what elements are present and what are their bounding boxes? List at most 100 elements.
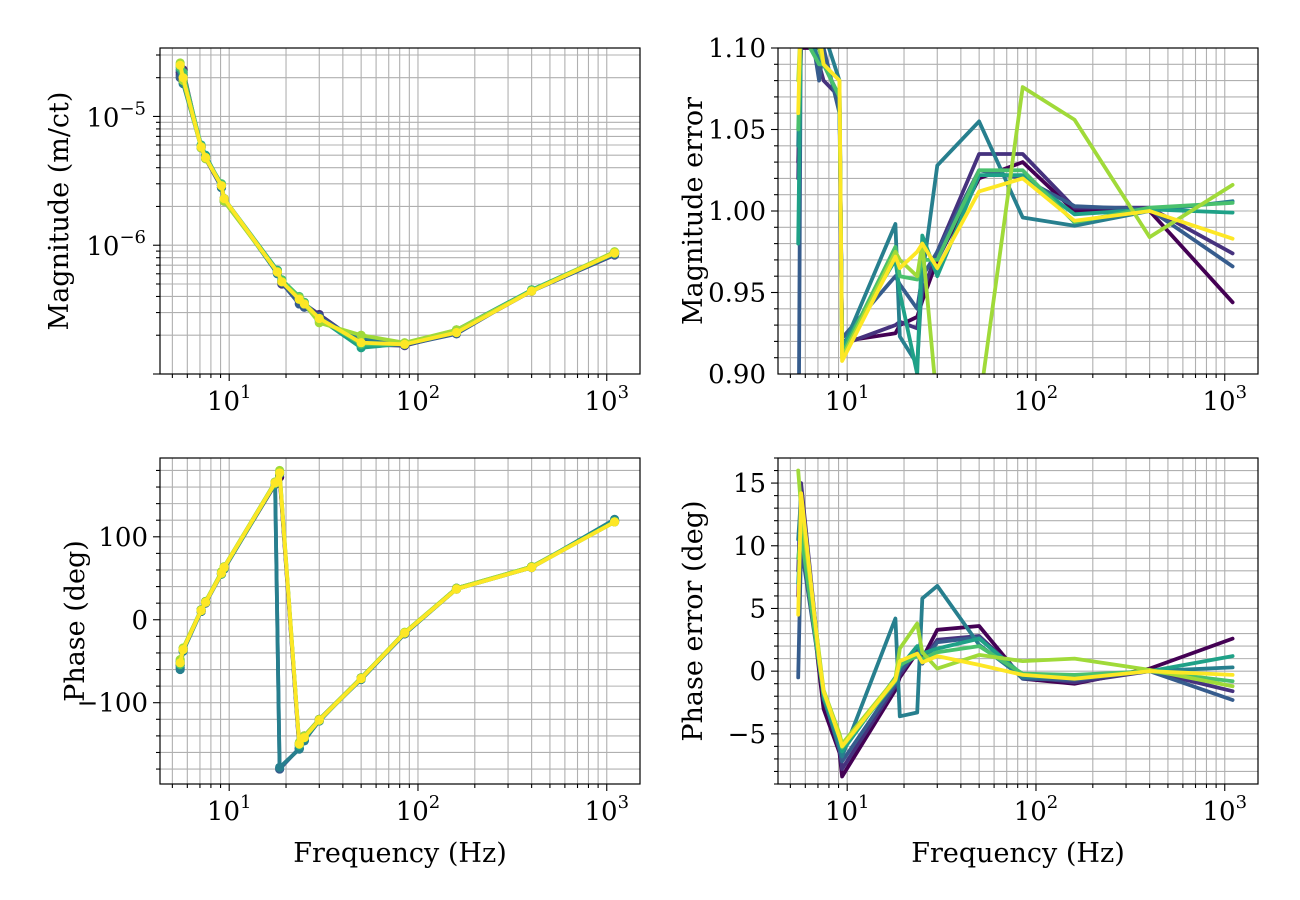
data-point-s8 <box>175 60 185 70</box>
y-tick-label: 0.95 <box>708 279 766 309</box>
series-line-s8 <box>796 491 1235 749</box>
plot-area <box>175 58 620 353</box>
data-point-s8 <box>609 248 620 258</box>
y-axis-label: Magnitude (m/ct) <box>44 92 75 331</box>
tick-label-exponent: 2 <box>429 792 440 813</box>
tick-label-base: 10 <box>1202 387 1235 417</box>
data-point-s8 <box>609 517 620 527</box>
x-tick-label: 101 <box>207 792 252 827</box>
tick-label-exponent: 3 <box>1236 382 1247 403</box>
x-axis-label: Frequency (Hz) <box>293 838 506 869</box>
tick-label-base: 10 <box>584 797 617 827</box>
x-axis-label: Frequency (Hz) <box>911 838 1124 869</box>
data-point-s8 <box>451 327 462 338</box>
data-point-s8 <box>175 658 185 668</box>
data-point-s8 <box>451 584 462 594</box>
tick-label-exponent: 2 <box>1047 382 1058 403</box>
data-point-s8 <box>356 674 366 684</box>
axes-frame <box>777 47 1259 375</box>
tick-label-base: 10 <box>86 232 119 262</box>
series-line-s8 <box>178 470 617 747</box>
y-tick-label: 10−5 <box>86 98 146 133</box>
tick-label-base: 10 <box>207 797 240 827</box>
data-point-s8 <box>201 152 211 163</box>
data-point-s8 <box>294 739 304 749</box>
data-point-s4 <box>275 762 285 773</box>
y-tick-label: 10 <box>733 532 766 562</box>
tick-label-exponent: 2 <box>1047 792 1058 813</box>
data-point-s8 <box>201 597 211 607</box>
y-tick-label: 0.90 <box>708 360 766 390</box>
x-tick-label: 103 <box>584 792 629 827</box>
tick-label-exponent: −5 <box>119 98 146 119</box>
x-tick-label: 103 <box>584 382 629 417</box>
x-tick-label: 102 <box>1014 382 1059 417</box>
data-point-s8 <box>400 339 410 349</box>
data-point-s8 <box>196 142 206 152</box>
tick-label-base: 10 <box>1202 797 1235 827</box>
data-point-s8 <box>356 338 366 348</box>
data-point-s8 <box>314 715 324 725</box>
tick-label-exponent: 2 <box>429 382 440 403</box>
x-tick-label: 101 <box>207 382 252 417</box>
y-axis-label: Phase (deg) <box>60 540 91 702</box>
tick-label-exponent: 3 <box>1236 792 1247 813</box>
data-point-s8 <box>299 732 309 743</box>
x-tick-label: 101 <box>825 382 870 417</box>
series-line-s6 <box>796 48 1235 357</box>
plot-area <box>175 465 620 774</box>
tick-label-exponent: −6 <box>119 227 146 248</box>
tick-label-base: 10 <box>86 103 119 133</box>
tick-label-exponent: 1 <box>858 792 869 813</box>
tick-label-base: 10 <box>825 387 858 417</box>
tick-label-base: 10 <box>584 387 617 417</box>
x-tick-label: 102 <box>1014 792 1059 827</box>
data-point-s8 <box>277 277 287 287</box>
axes-frame <box>159 457 641 785</box>
y-tick-label: −100 <box>77 689 148 719</box>
y-tick-label: 0 <box>131 606 148 636</box>
data-point-s8 <box>527 286 537 296</box>
y-tick-label: 1.00 <box>708 197 766 227</box>
y-axis-label: Phase error (deg) <box>678 500 709 741</box>
tick-label-base: 10 <box>396 797 429 827</box>
y-tick-label: 1.10 <box>708 34 766 64</box>
x-tick-label: 102 <box>396 382 441 417</box>
y-tick-label: 100 <box>98 523 148 553</box>
x-tick-label: 103 <box>1202 792 1247 827</box>
data-point-s8 <box>178 645 188 655</box>
x-tick-label: 103 <box>1202 382 1247 417</box>
data-point-s8 <box>196 606 206 616</box>
tick-label-base: 10 <box>1014 387 1047 417</box>
axes-frame <box>159 47 641 375</box>
plot-area <box>796 468 1235 779</box>
data-point-s8 <box>314 313 324 324</box>
data-point-s8 <box>272 267 282 277</box>
tick-label-exponent: 1 <box>240 382 251 403</box>
data-point-s8 <box>178 73 188 83</box>
tick-label-exponent: 1 <box>858 382 869 403</box>
y-tick-label: 10−6 <box>86 227 146 262</box>
data-point-s7 <box>356 330 366 340</box>
grid <box>160 458 640 784</box>
tick-label-exponent: 1 <box>240 792 251 813</box>
data-point-s8 <box>270 478 280 488</box>
y-tick-label: 1.05 <box>708 116 766 146</box>
x-tick-label: 102 <box>396 792 441 827</box>
data-point-s8 <box>216 181 227 191</box>
tick-label-base: 10 <box>396 387 429 417</box>
y-axis-label: Magnitude error <box>678 97 709 325</box>
tick-label-exponent: 3 <box>618 792 629 813</box>
data-point-s8 <box>275 468 285 478</box>
data-point-s8 <box>527 562 537 573</box>
axes-frame <box>777 457 1259 785</box>
y-tick-label: 5 <box>749 594 766 624</box>
tick-label-base: 10 <box>207 387 240 417</box>
plot-area <box>796 48 1235 374</box>
data-point-s8 <box>400 628 410 638</box>
